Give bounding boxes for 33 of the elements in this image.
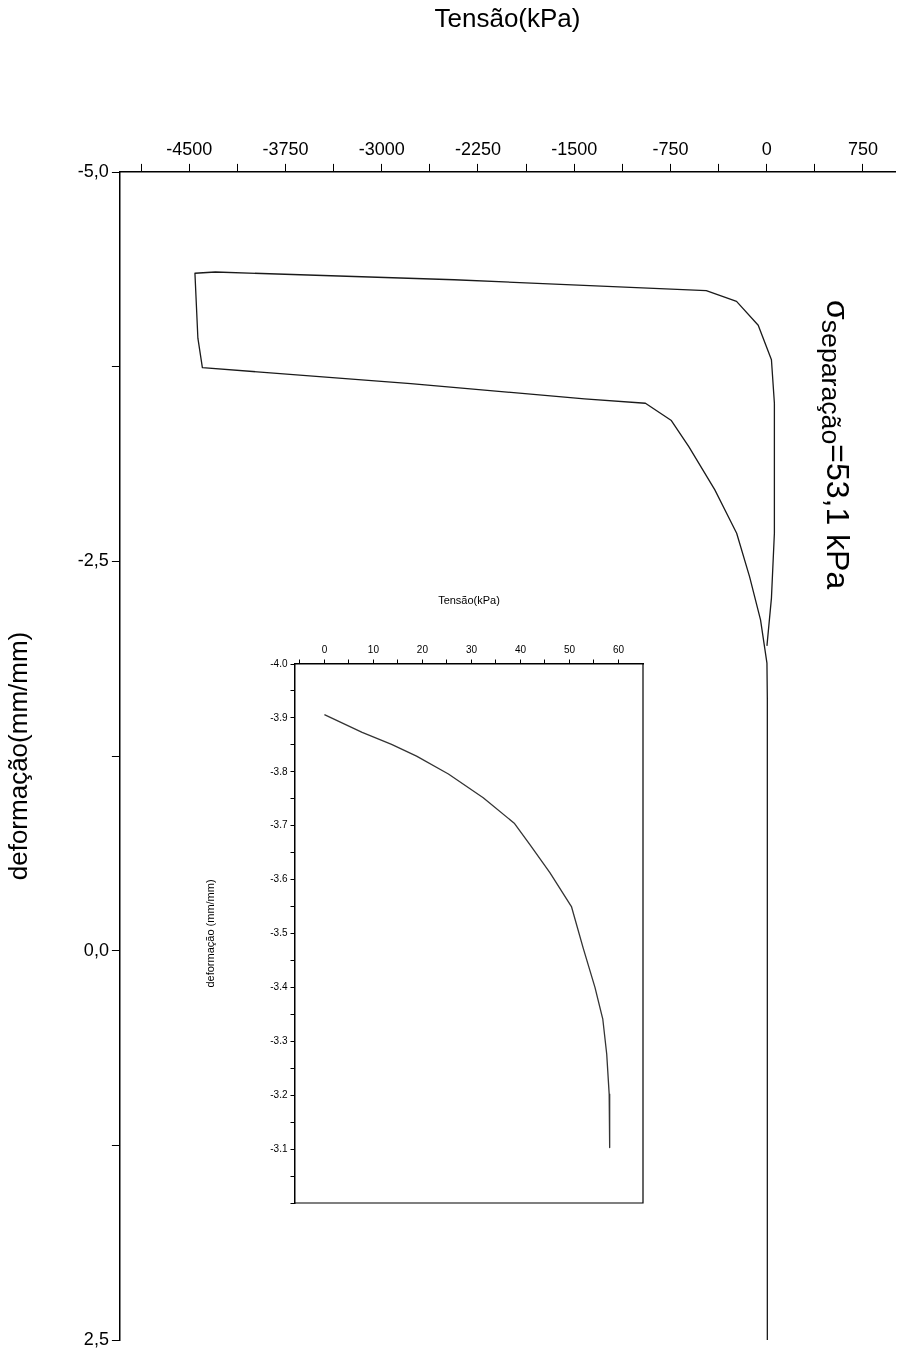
y-tick-label: -3.8 bbox=[270, 765, 288, 777]
y-tick-label: -5,0 bbox=[77, 160, 109, 181]
y-tick-label: -3.2 bbox=[270, 1088, 288, 1100]
y-axis-title: deformação (mm/mm) bbox=[203, 879, 216, 988]
x-tick-label: -3750 bbox=[262, 139, 309, 160]
x-tick-label: 0 bbox=[321, 644, 328, 656]
x-tick-label: 40 bbox=[514, 644, 527, 656]
y-tick-label: -3.5 bbox=[270, 927, 288, 939]
x-tick-label: -750 bbox=[652, 139, 689, 160]
x-axis-title: Tensão(kPa) bbox=[438, 593, 500, 606]
x-tick-label: 50 bbox=[563, 644, 576, 656]
x-tick-label: 30 bbox=[465, 644, 478, 656]
x-tick-label: -1500 bbox=[551, 139, 598, 160]
y-tick-label: -3.6 bbox=[270, 873, 288, 885]
y-tick-label: -3.3 bbox=[270, 1035, 288, 1047]
x-tick-label: -4500 bbox=[166, 139, 213, 160]
x-tick-label: 60 bbox=[612, 644, 625, 656]
x-tick-label: -3000 bbox=[358, 139, 405, 160]
x-tick-label: 750 bbox=[847, 139, 878, 160]
y-tick-label: -4.0 bbox=[270, 657, 288, 669]
y-tick-label: -3.1 bbox=[270, 1142, 288, 1154]
y-tick-label: 0,0 bbox=[83, 939, 109, 960]
y-axis-title: deformação(mm/mm) bbox=[2, 631, 33, 881]
x-tick-label: 10 bbox=[367, 644, 380, 656]
y-tick-label: -3.9 bbox=[270, 711, 288, 723]
y-tick-label: -2,5 bbox=[77, 550, 109, 571]
y-tick-label: -3.4 bbox=[270, 981, 288, 993]
x-tick-label: 20 bbox=[416, 644, 429, 656]
x-tick-label: -2250 bbox=[454, 139, 502, 160]
x-tick-label: 0 bbox=[761, 139, 772, 160]
y-tick-label: -3.7 bbox=[270, 819, 288, 831]
x-axis-title: Tensão(kPa) bbox=[434, 2, 581, 33]
y-tick-label: 2,5 bbox=[83, 1328, 109, 1349]
